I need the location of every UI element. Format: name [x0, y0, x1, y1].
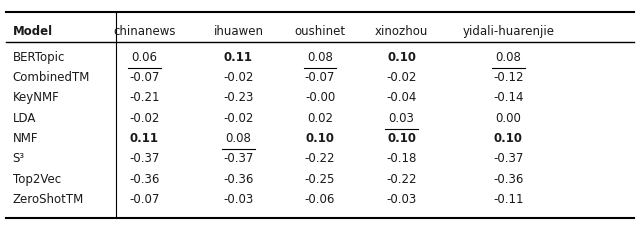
Text: 0.10: 0.10 [387, 131, 416, 144]
Text: ZeroShotTM: ZeroShotTM [13, 192, 84, 205]
Text: 0.02: 0.02 [307, 111, 333, 124]
Text: -0.36: -0.36 [223, 172, 253, 185]
Text: KeyNMF: KeyNMF [13, 91, 60, 104]
Text: -0.02: -0.02 [129, 111, 159, 124]
Text: Model: Model [13, 25, 52, 38]
Text: Top2Vec: Top2Vec [13, 172, 61, 185]
Text: ihuawen: ihuawen [214, 25, 264, 38]
Text: -0.21: -0.21 [129, 91, 159, 104]
Text: -0.02: -0.02 [387, 71, 417, 84]
Text: -0.18: -0.18 [387, 152, 417, 165]
Text: -0.02: -0.02 [223, 71, 253, 84]
Text: -0.03: -0.03 [223, 192, 253, 205]
Text: -0.37: -0.37 [493, 152, 524, 165]
Text: CombinedTM: CombinedTM [13, 71, 90, 84]
Text: -0.00: -0.00 [305, 91, 335, 104]
Text: NMF: NMF [13, 131, 38, 144]
Text: -0.03: -0.03 [387, 192, 417, 205]
Text: -0.37: -0.37 [223, 152, 253, 165]
Text: xinozhou: xinozhou [375, 25, 428, 38]
Text: -0.22: -0.22 [305, 152, 335, 165]
Text: -0.36: -0.36 [493, 172, 524, 185]
Text: 0.11: 0.11 [130, 131, 159, 144]
Text: -0.36: -0.36 [129, 172, 159, 185]
Text: -0.12: -0.12 [493, 71, 524, 84]
Text: 0.08: 0.08 [225, 131, 252, 144]
Text: 0.10: 0.10 [305, 131, 335, 144]
Text: -0.22: -0.22 [387, 172, 417, 185]
Text: -0.07: -0.07 [129, 192, 159, 205]
Text: S³: S³ [13, 152, 25, 165]
Text: -0.04: -0.04 [387, 91, 417, 104]
Text: -0.02: -0.02 [223, 111, 253, 124]
Text: -0.14: -0.14 [493, 91, 524, 104]
Text: -0.07: -0.07 [305, 71, 335, 84]
Text: -0.25: -0.25 [305, 172, 335, 185]
Text: BERTopic: BERTopic [13, 51, 65, 64]
Text: 0.10: 0.10 [493, 131, 523, 144]
Text: 0.03: 0.03 [388, 111, 415, 124]
Text: 0.08: 0.08 [307, 51, 333, 64]
Text: 0.11: 0.11 [224, 51, 253, 64]
Text: yidali-huarenjie: yidali-huarenjie [462, 25, 554, 38]
Text: 0.00: 0.00 [495, 111, 521, 124]
Text: -0.07: -0.07 [129, 71, 159, 84]
Text: 0.10: 0.10 [387, 51, 416, 64]
Text: -0.37: -0.37 [129, 152, 159, 165]
Text: oushinet: oushinet [294, 25, 346, 38]
Text: 0.06: 0.06 [131, 51, 157, 64]
Text: 0.08: 0.08 [495, 51, 521, 64]
Text: -0.23: -0.23 [223, 91, 253, 104]
Text: chinanews: chinanews [113, 25, 175, 38]
Text: LDA: LDA [13, 111, 36, 124]
Text: -0.11: -0.11 [493, 192, 524, 205]
Text: -0.06: -0.06 [305, 192, 335, 205]
